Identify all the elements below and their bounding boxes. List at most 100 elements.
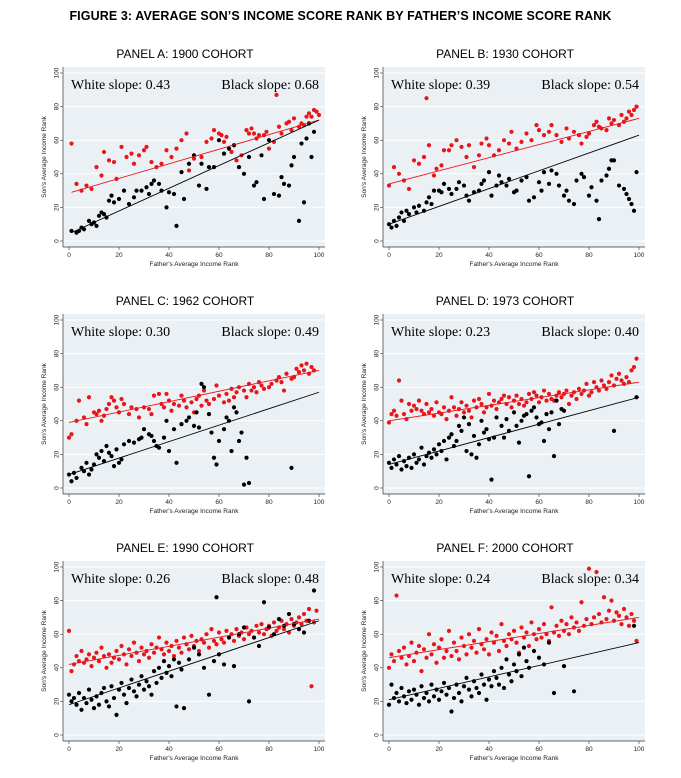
black-point <box>496 682 502 687</box>
white-point <box>436 645 442 650</box>
white-point <box>531 390 537 395</box>
white-point <box>449 143 454 148</box>
white-point <box>226 398 232 403</box>
white-point <box>136 658 142 664</box>
black-point <box>69 699 74 704</box>
white-point <box>579 600 584 605</box>
white-point <box>466 408 472 413</box>
black-point <box>391 457 397 462</box>
y-tick-label: 60 <box>374 383 381 391</box>
black-point <box>164 205 169 210</box>
y-tick-label: 80 <box>54 350 61 358</box>
white-point <box>394 593 399 598</box>
panel-b-title: PANEL B: 1930 COHORT <box>436 47 574 61</box>
white-point <box>259 622 264 627</box>
white-point <box>174 638 179 644</box>
black-point <box>436 697 442 702</box>
black-point <box>209 430 214 435</box>
black-point <box>429 201 434 207</box>
x-tick-label: 60 <box>215 499 223 506</box>
black-point <box>406 689 412 694</box>
black-point <box>501 435 507 440</box>
black-point <box>419 445 424 450</box>
black-point <box>554 398 559 403</box>
plot-background <box>63 314 325 494</box>
white-point <box>294 366 299 371</box>
white-point <box>609 598 614 603</box>
white-point <box>574 620 579 625</box>
black-point <box>456 423 462 428</box>
black-point <box>191 423 197 428</box>
black-point <box>481 178 487 183</box>
white-point <box>479 401 484 407</box>
black-point <box>489 477 494 482</box>
white-point <box>169 154 174 160</box>
white-slope-label: White slope: 0.24 <box>391 572 490 587</box>
x-tick-label: 0 <box>67 746 71 753</box>
white-point <box>524 630 529 635</box>
black-point <box>109 193 114 198</box>
white-point <box>456 657 462 662</box>
white-point <box>159 161 164 166</box>
black-point <box>394 690 399 696</box>
white-point <box>276 124 282 129</box>
white-point <box>391 658 397 664</box>
white-point <box>129 653 134 659</box>
y-tick-label: 100 <box>374 314 381 325</box>
black-point <box>89 467 94 472</box>
white-point <box>524 400 529 405</box>
black-point <box>229 448 234 454</box>
y-tick-label: 80 <box>54 103 61 111</box>
white-point <box>81 415 87 420</box>
black-point <box>196 652 202 657</box>
white-point <box>596 611 602 617</box>
black-point <box>226 146 232 151</box>
black-point <box>191 645 197 650</box>
white-point <box>244 128 249 133</box>
white-slope-label: White slope: 0.30 <box>71 325 170 340</box>
black-point <box>416 702 422 707</box>
white-point <box>584 616 589 622</box>
black-point <box>174 460 179 465</box>
black-point <box>481 682 487 687</box>
black-point <box>111 695 117 701</box>
black-point <box>546 640 552 645</box>
white-point <box>536 400 542 405</box>
white-point <box>499 396 504 402</box>
white-point <box>549 122 554 128</box>
black-point <box>276 193 282 198</box>
black-point <box>551 690 557 696</box>
white-point <box>559 395 564 400</box>
white-point <box>241 388 247 393</box>
white-point <box>586 393 592 398</box>
y-tick-label: 0 <box>374 733 381 737</box>
white-point <box>566 136 572 141</box>
black-point <box>174 223 179 228</box>
white-point <box>564 126 569 131</box>
white-point <box>429 406 434 412</box>
white-point <box>124 154 129 160</box>
black-point <box>96 213 102 218</box>
white-point <box>469 415 474 420</box>
black-point <box>201 665 207 670</box>
black-point <box>231 405 237 410</box>
white-point <box>624 615 629 620</box>
white-point <box>404 662 409 667</box>
panel-f: PANEL F: 2000 COHORT 0 20 40 60 80 100 0 20 40 60… <box>355 541 655 771</box>
black-point <box>101 685 107 691</box>
black-fit-line <box>388 396 640 465</box>
black-point <box>119 457 124 462</box>
black-point <box>114 712 119 717</box>
white-point <box>446 628 452 633</box>
black-point <box>494 415 499 420</box>
white-point <box>256 630 262 635</box>
panel-a-title: PANEL A: 1900 COHORT <box>116 47 254 61</box>
black-point <box>461 183 467 188</box>
x-tick-label: 20 <box>115 746 123 753</box>
white-point <box>411 658 417 664</box>
white-point <box>186 647 192 652</box>
white-slope-label: White slope: 0.39 <box>391 78 490 93</box>
black-point <box>504 417 509 422</box>
white-point <box>491 640 497 645</box>
x-tick-label: 0 <box>387 746 391 753</box>
